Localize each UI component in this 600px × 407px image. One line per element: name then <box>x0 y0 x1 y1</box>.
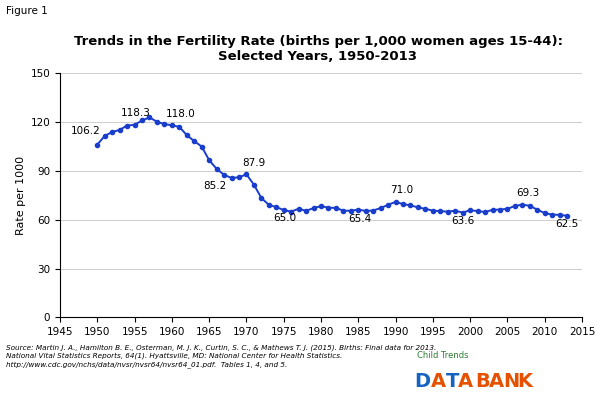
Text: N: N <box>503 372 519 391</box>
Text: Trends in the Fertility Rate (births per 1,000 women ages 15-44):
Selected Years: Trends in the Fertility Rate (births per… <box>74 35 563 63</box>
Text: 65.0: 65.0 <box>274 213 297 223</box>
Text: 118.3: 118.3 <box>121 108 151 118</box>
Text: Figure 1: Figure 1 <box>6 6 48 16</box>
Text: 87.9: 87.9 <box>242 158 266 168</box>
Text: A: A <box>489 372 504 391</box>
Text: 69.3: 69.3 <box>517 188 540 198</box>
Text: D: D <box>414 372 430 391</box>
Text: 118.0: 118.0 <box>166 109 196 119</box>
Text: T: T <box>446 372 459 391</box>
Text: Child Trends: Child Trends <box>417 351 469 360</box>
Text: B: B <box>475 372 490 391</box>
Text: 106.2: 106.2 <box>71 127 101 136</box>
Text: A: A <box>458 372 473 391</box>
Text: Source: Martin J. A., Hamilton B. E., Osterman, M. J. K., Curtin, S. C., & Mathe: Source: Martin J. A., Hamilton B. E., Os… <box>6 344 436 368</box>
Text: 63.6: 63.6 <box>451 216 475 225</box>
Text: A: A <box>431 372 446 391</box>
Text: 71.0: 71.0 <box>390 185 413 195</box>
Text: K: K <box>517 372 532 391</box>
Text: 62.5: 62.5 <box>556 219 579 229</box>
Text: 65.4: 65.4 <box>348 214 371 224</box>
Text: 85.2: 85.2 <box>203 181 227 191</box>
Y-axis label: Rate per 1000: Rate per 1000 <box>16 156 26 235</box>
